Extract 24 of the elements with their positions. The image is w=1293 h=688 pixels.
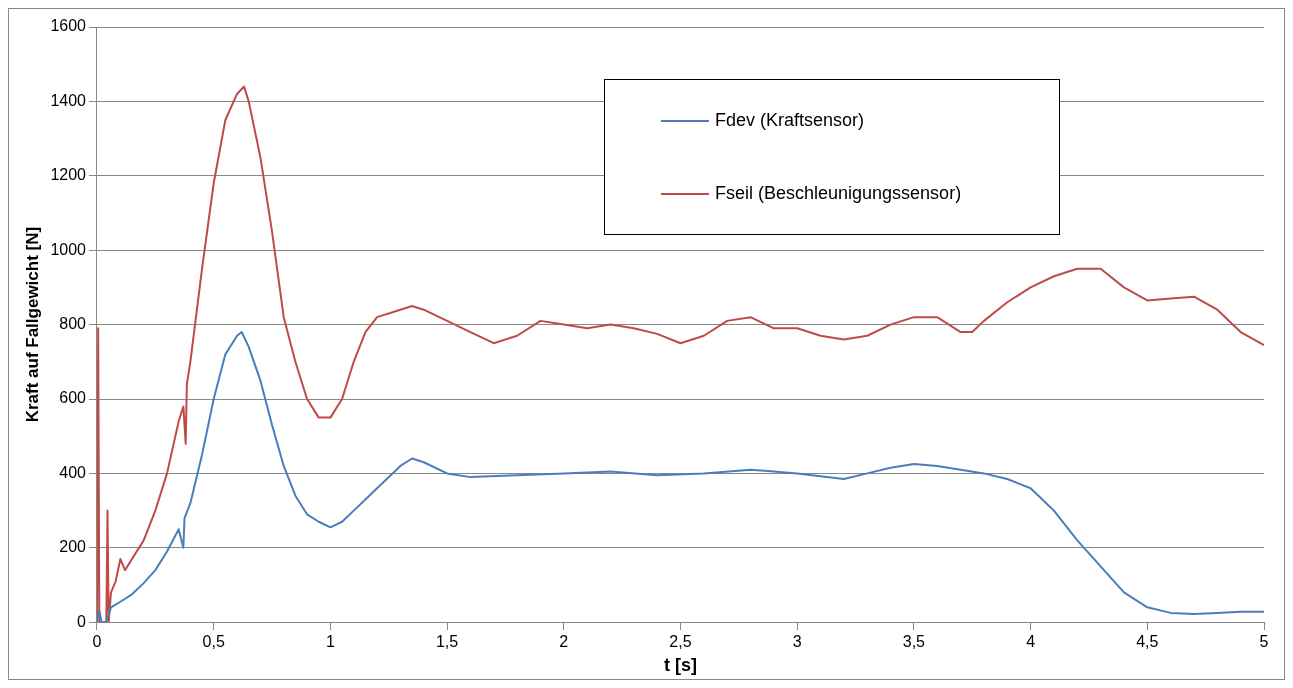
y-tick-label: 1600	[50, 17, 87, 35]
legend-label: Fdev (Kraftsensor)	[715, 110, 865, 131]
x-tick-label: 3,5	[902, 633, 926, 651]
x-tick-label: 5	[1259, 633, 1269, 651]
y-tick-label: 1400	[50, 91, 87, 109]
y-tick-label: 600	[59, 389, 87, 407]
x-tick-label: 0	[92, 633, 102, 651]
y-tick-label: 1000	[50, 240, 87, 258]
legend-label: Fseil (Beschleunigungssensor)	[715, 183, 962, 204]
x-axis-title: t [s]	[664, 655, 697, 676]
y-tick-label: 800	[59, 315, 87, 333]
x-tick-label: 4,5	[1136, 633, 1159, 651]
x-tick-label: 1,5	[435, 633, 459, 651]
x-tick-label: 4	[1026, 633, 1036, 651]
x-tick-label: 3	[792, 633, 802, 651]
x-tick-label: 1	[325, 633, 335, 651]
x-tick-label: 2,5	[669, 633, 692, 651]
x-tick-label: 0,5	[202, 633, 225, 651]
y-tick-label: 400	[59, 463, 87, 481]
y-tick-label: 1200	[50, 166, 87, 184]
y-tick-label: 0	[77, 612, 87, 630]
y-tick-label: 200	[59, 538, 87, 556]
x-tick-label: 2	[559, 633, 569, 651]
y-axis-title: Kraft auf Fallgewicht [N]	[22, 226, 42, 423]
